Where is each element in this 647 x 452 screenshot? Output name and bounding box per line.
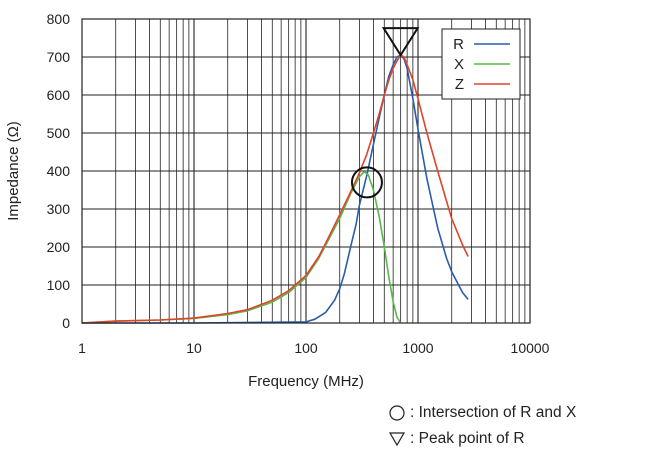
circle-icon xyxy=(389,405,405,421)
impedance-chart: 0 100 200 300 400 500 600 700 800 1 10 100 1000 10000… xyxy=(5,11,550,390)
y-tick-label: 0 xyxy=(62,315,70,331)
y-tick-label: 500 xyxy=(47,125,71,141)
down-triangle-icon xyxy=(388,432,406,447)
series-z-line xyxy=(81,54,469,324)
legend-label-z: Z xyxy=(455,76,464,93)
series-x-line xyxy=(81,171,402,324)
grid-lines xyxy=(82,19,530,323)
data-series xyxy=(81,54,469,324)
y-tick-label: 100 xyxy=(47,277,71,293)
peak-note: : Peak point of R xyxy=(388,430,525,448)
axis-tick-labels: 0 100 200 300 400 500 600 700 800 1 10 100 1000 10000 xyxy=(47,11,550,356)
y-tick-label: 200 xyxy=(47,239,71,255)
x-tick-label: 10000 xyxy=(511,340,550,356)
y-tick-label: 800 xyxy=(47,11,71,27)
y-tick-label: 400 xyxy=(47,163,71,179)
intersection-note-text: : Intersection of R and X xyxy=(410,404,577,421)
y-tick-label: 600 xyxy=(47,87,71,103)
legend: RXZ xyxy=(441,28,521,100)
x-axis-title: Frequency (MHz) xyxy=(248,373,364,390)
legend-label-x: X xyxy=(454,56,464,73)
x-tick-label: 1 xyxy=(78,340,86,356)
y-axis-title: Impedance (Ω) xyxy=(5,121,22,221)
intersection-note: : Intersection of R and X xyxy=(388,404,576,422)
y-tick-label: 300 xyxy=(47,201,71,217)
peak-marker xyxy=(381,27,420,57)
plot-frame xyxy=(81,18,531,324)
peak-note-text: : Peak point of R xyxy=(410,430,525,447)
y-tick-label: 700 xyxy=(47,49,71,65)
x-tick-label: 10 xyxy=(186,340,202,356)
intersection-marker xyxy=(350,166,383,199)
legend-label-r: R xyxy=(453,36,464,53)
x-tick-label: 100 xyxy=(294,340,318,356)
x-tick-label: 1000 xyxy=(402,340,433,356)
annotation-markers xyxy=(350,27,420,199)
